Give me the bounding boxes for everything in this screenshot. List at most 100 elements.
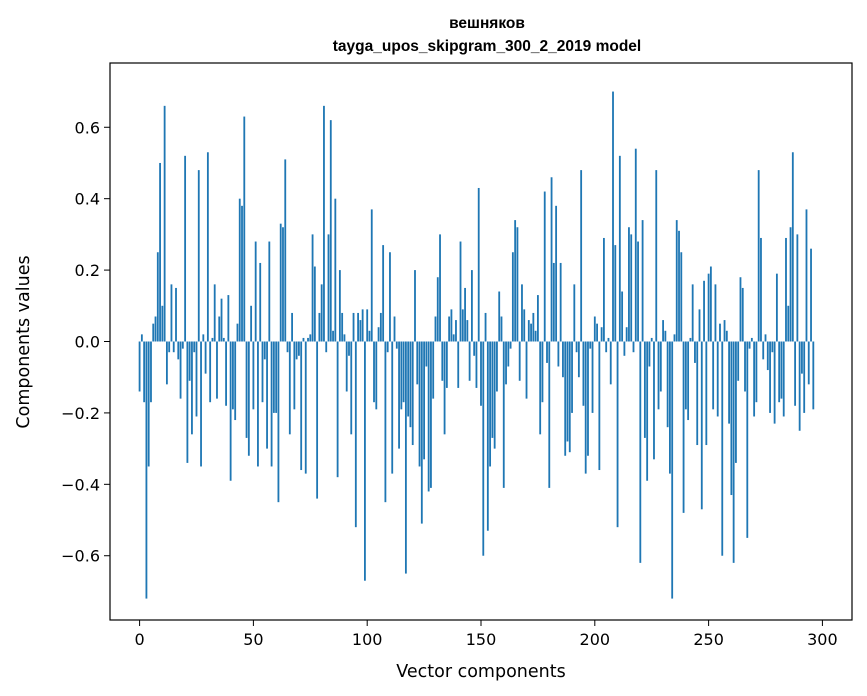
bar-184: [557, 341, 560, 367]
bar-285: [787, 305, 790, 342]
bar-159: [500, 316, 503, 342]
bar-153: [486, 341, 489, 531]
bar-256: [721, 341, 724, 556]
bar-1: [140, 334, 143, 342]
x-axis-ticks: 0 50 100 150 200 250 300: [134, 620, 838, 649]
bar-94: [352, 312, 355, 342]
bar-93: [350, 341, 353, 435]
bar-136: [448, 316, 451, 342]
bar-57: [268, 241, 271, 342]
y-tick-label: −0.6: [61, 547, 100, 566]
bar-244: [694, 341, 696, 363]
bar-142: [461, 309, 464, 342]
bar-175: [536, 295, 539, 342]
bar-135: [445, 341, 448, 388]
bar-73: [304, 341, 307, 474]
bar-203: [600, 327, 603, 342]
bar-38: [225, 341, 227, 406]
bar-117: [404, 341, 407, 574]
bar-78: [316, 341, 319, 499]
bar-288: [794, 341, 797, 406]
bar-98: [361, 309, 364, 342]
bar-196: [584, 341, 587, 474]
bar-129: [432, 341, 435, 399]
bar-85: [332, 330, 334, 342]
bar-260: [730, 341, 733, 496]
bar-289: [796, 234, 799, 342]
bar-202: [598, 341, 601, 471]
bar-82: [325, 341, 328, 353]
bar-257: [723, 320, 726, 342]
x-tick-label: 150: [466, 630, 497, 649]
bar-158: [498, 291, 501, 342]
bar-197: [587, 341, 589, 456]
bar-278: [771, 341, 774, 353]
bar-157: [496, 341, 498, 392]
bar-291: [801, 341, 803, 374]
bar-254: [716, 341, 719, 417]
bar-107: [382, 245, 385, 342]
bar-204: [603, 237, 605, 342]
bar-295: [810, 248, 812, 342]
bar-126: [425, 341, 428, 367]
plot-frame: [109, 62, 853, 621]
bar-284: [785, 237, 787, 342]
bar-155: [491, 341, 494, 438]
bar-287: [791, 152, 794, 342]
bar-258: [725, 330, 728, 342]
bar-30: [206, 152, 209, 342]
bar-215: [628, 227, 630, 342]
x-tick-label: 300: [807, 630, 838, 649]
x-tick-label: 0: [134, 630, 144, 649]
bar-208: [612, 91, 614, 342]
bar-236: [675, 220, 678, 342]
bar-188: [566, 341, 569, 442]
bar-16: [175, 287, 177, 342]
bar-100: [366, 309, 369, 342]
x-tick-label: 50: [243, 630, 263, 649]
bar-11: [163, 105, 166, 342]
bar-247: [700, 341, 703, 510]
bar-167: [518, 341, 521, 381]
bar-160: [502, 341, 505, 488]
bar-29: [204, 341, 207, 374]
bar-229: [659, 341, 662, 392]
bar-22: [188, 341, 191, 381]
bar-145: [468, 341, 471, 381]
bar-36: [220, 298, 223, 342]
y-axis-label: Components values: [14, 255, 34, 428]
bar-41: [232, 341, 234, 410]
bar-224: [648, 341, 651, 367]
bar-269: [750, 337, 753, 342]
bar-218: [634, 148, 637, 342]
bar-211: [618, 155, 621, 342]
bar-163: [509, 341, 512, 349]
bar-123: [418, 341, 421, 467]
bar-277: [769, 341, 771, 413]
bar-90: [343, 334, 346, 342]
bar-103: [373, 341, 375, 403]
bar-17: [177, 341, 180, 360]
bar-132: [439, 234, 441, 342]
bar-282: [780, 341, 783, 399]
bar-81: [323, 105, 325, 342]
bar-281: [778, 341, 781, 403]
bar-209: [614, 245, 617, 342]
bar-56: [266, 341, 268, 449]
bar-61: [277, 341, 280, 503]
bar-99: [364, 341, 366, 581]
bar-53: [259, 262, 262, 342]
bar-162: [507, 341, 510, 367]
bar-112: [393, 316, 396, 342]
bar-169: [523, 309, 526, 342]
bar-226: [653, 341, 655, 460]
bar-290: [798, 341, 801, 431]
bar-259: [728, 341, 730, 424]
bar-194: [580, 170, 583, 342]
bar-122: [416, 341, 419, 385]
bar-86: [334, 198, 337, 342]
bar-8: [156, 252, 159, 342]
bar-58: [270, 341, 273, 467]
y-tick-label: −0.2: [61, 404, 100, 423]
bar-95: [354, 341, 357, 528]
